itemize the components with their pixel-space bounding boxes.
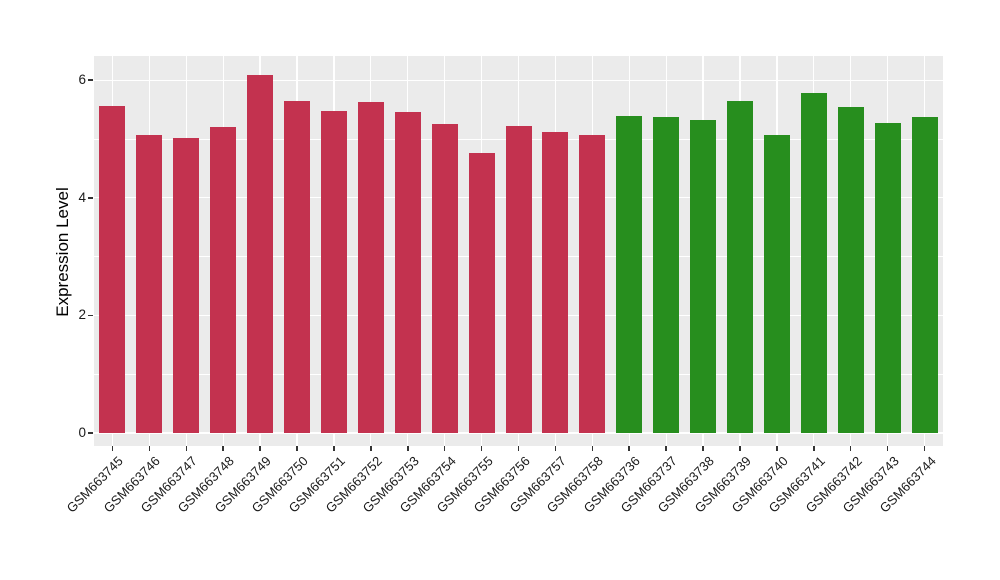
bar <box>800 92 827 433</box>
x-tick-mark <box>296 446 298 451</box>
x-tick-mark <box>333 446 335 451</box>
bar <box>579 134 606 433</box>
bar <box>911 117 938 433</box>
x-tick-mark <box>148 446 151 451</box>
y-axis-title: Expression Level <box>53 187 72 317</box>
bar <box>136 134 163 433</box>
bar <box>837 107 864 433</box>
bar <box>653 116 680 433</box>
bar <box>874 122 901 433</box>
y-tick-label: 0 <box>78 425 86 440</box>
x-tick-mark <box>111 446 114 451</box>
y-tick-mark <box>88 432 93 434</box>
x-tick-mark <box>849 446 852 451</box>
x-tick-mark <box>370 446 372 451</box>
x-tick-mark <box>407 446 409 451</box>
y-tick-mark <box>88 314 93 317</box>
bar <box>542 131 569 433</box>
x-tick-mark <box>628 446 630 451</box>
bar <box>357 101 384 433</box>
bar <box>210 127 237 433</box>
x-tick-mark <box>923 446 926 451</box>
y-tick-label: 6 <box>78 72 86 88</box>
y-tick-label: 4 <box>78 189 86 205</box>
x-tick-mark <box>443 446 446 451</box>
x-tick-mark <box>517 446 520 451</box>
bar <box>99 106 126 433</box>
x-tick-mark <box>259 446 261 451</box>
y-tick-mark <box>88 197 93 199</box>
x-tick-mark <box>554 446 557 451</box>
bar <box>394 111 421 433</box>
bar <box>726 101 753 433</box>
x-tick-mark <box>222 446 224 451</box>
plot-panel <box>94 56 943 446</box>
x-tick-mark <box>480 446 483 451</box>
bar <box>690 120 717 433</box>
bar <box>284 100 311 433</box>
x-tick-mark <box>886 446 889 451</box>
x-tick-mark <box>591 446 594 451</box>
bar <box>468 152 495 433</box>
bar <box>247 75 274 433</box>
bar <box>320 111 347 433</box>
x-tick-mark <box>665 446 667 451</box>
x-tick-mark <box>813 446 815 451</box>
x-tick-mark <box>776 446 778 451</box>
bar <box>505 126 532 433</box>
x-tick-mark <box>185 446 188 451</box>
y-tick-mark <box>88 79 93 81</box>
bar <box>173 137 200 433</box>
bar <box>431 123 458 433</box>
y-tick-label: 2 <box>78 307 86 323</box>
x-tick-mark <box>702 446 704 451</box>
bar <box>616 116 643 433</box>
x-tick-mark <box>739 446 741 451</box>
bar <box>763 135 790 433</box>
